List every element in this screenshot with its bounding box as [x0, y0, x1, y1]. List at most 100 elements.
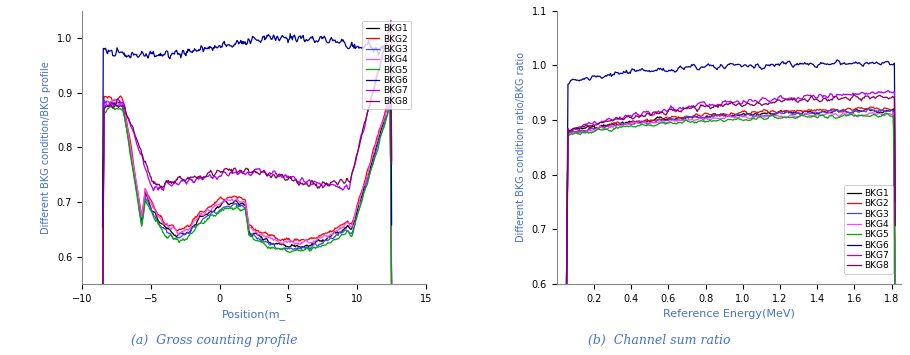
BKG2 — [886, 108, 897, 112]
BKG6 — [648, 69, 659, 73]
Line: BKG7: BKG7 — [103, 21, 391, 342]
BKG7 — [755, 97, 766, 102]
BKG7 — [211, 177, 222, 181]
BKG2 — [307, 236, 318, 241]
BKG1 — [886, 108, 897, 112]
BKG8 — [132, 138, 143, 142]
BKG5 — [561, 324, 571, 328]
BKG2 — [308, 236, 318, 240]
BKG3 — [191, 224, 202, 228]
BKG8 — [386, 162, 397, 166]
Line: BKG5: BKG5 — [566, 113, 895, 326]
X-axis label: Position(m_: Position(m_ — [222, 309, 286, 320]
BKG1 — [561, 322, 571, 326]
BKG3 — [97, 296, 108, 300]
BKG8 — [886, 95, 897, 100]
BKG8 — [890, 224, 901, 228]
BKG1 — [890, 307, 901, 312]
BKG5 — [133, 201, 144, 205]
BKG7 — [890, 220, 901, 224]
BKG5 — [97, 297, 108, 301]
BKG4 — [755, 115, 766, 119]
BKG7 — [308, 182, 318, 186]
BKG7 — [97, 340, 108, 344]
BKG7 — [386, 18, 397, 23]
BKG2 — [713, 113, 723, 118]
BKG2 — [561, 321, 571, 325]
BKG4 — [561, 323, 571, 328]
BKG7 — [132, 143, 143, 147]
BKG2 — [192, 214, 203, 218]
BKG7 — [279, 173, 290, 177]
BKG3 — [308, 244, 318, 248]
BKG3 — [648, 121, 659, 125]
BKG5 — [279, 247, 290, 252]
BKG5 — [755, 114, 766, 119]
BKG1 — [279, 243, 290, 247]
BKG1 — [132, 191, 143, 195]
BKG8 — [848, 92, 859, 97]
BKG4 — [713, 116, 723, 120]
BKG8 — [191, 175, 202, 180]
BKG7 — [883, 88, 894, 93]
BKG6 — [561, 346, 571, 350]
BKG5 — [386, 295, 397, 299]
Line: BKG8: BKG8 — [566, 94, 895, 355]
BKG7 — [713, 102, 723, 106]
BKG4 — [890, 310, 901, 314]
BKG4 — [386, 286, 397, 291]
Line: BKG7: BKG7 — [566, 91, 895, 355]
BKG5 — [212, 212, 223, 216]
BKG1 — [876, 111, 887, 115]
Line: BKG1: BKG1 — [566, 109, 895, 324]
BKG2 — [890, 308, 901, 312]
BKG1 — [736, 113, 747, 117]
BKG8 — [648, 110, 659, 114]
Line: BKG8: BKG8 — [103, 24, 391, 347]
BKG4 — [191, 217, 202, 222]
BKG3 — [890, 310, 901, 314]
BKG8 — [755, 102, 766, 106]
BKG1 — [863, 106, 874, 111]
BKG7 — [736, 102, 747, 106]
BKG6 — [97, 225, 108, 229]
BKG3 — [385, 99, 396, 104]
BKG1 — [211, 205, 222, 209]
BKG7 — [191, 177, 202, 181]
Y-axis label: Different BKG condition ratio/BKG ratio: Different BKG condition ratio/BKG ratio — [516, 52, 526, 242]
BKG5 — [192, 223, 203, 228]
BKG6 — [307, 36, 318, 40]
BKG4 — [306, 241, 317, 245]
BKG3 — [386, 291, 397, 295]
BKG2 — [97, 290, 108, 294]
BKG5 — [713, 119, 723, 123]
BKG7 — [648, 113, 659, 117]
BKG2 — [279, 237, 290, 242]
BKG4 — [211, 203, 222, 207]
BKG8 — [306, 179, 317, 184]
BKG1 — [648, 118, 659, 122]
BKG4 — [308, 240, 318, 245]
BKG1 — [306, 243, 317, 247]
Line: BKG3: BKG3 — [566, 109, 895, 326]
BKG2 — [133, 192, 144, 196]
BKG3 — [132, 193, 143, 197]
BKG8 — [736, 104, 747, 108]
BKG6 — [279, 36, 290, 40]
BKG6 — [211, 46, 222, 50]
BKG6 — [876, 61, 887, 65]
Line: BKG4: BKG4 — [103, 96, 391, 294]
BKG3 — [306, 245, 317, 250]
BKG4 — [736, 114, 747, 118]
BKG1 — [713, 113, 723, 117]
BKG5 — [648, 124, 659, 129]
BKG3 — [561, 323, 571, 328]
Line: BKG2: BKG2 — [566, 107, 895, 323]
Text: (a)  Gross counting profile: (a) Gross counting profile — [131, 334, 297, 347]
BKG6 — [191, 49, 202, 54]
BKG5 — [736, 118, 747, 122]
BKG6 — [308, 37, 318, 42]
BKG8 — [279, 177, 290, 181]
BKG6 — [755, 65, 766, 70]
BKG8 — [211, 168, 222, 173]
